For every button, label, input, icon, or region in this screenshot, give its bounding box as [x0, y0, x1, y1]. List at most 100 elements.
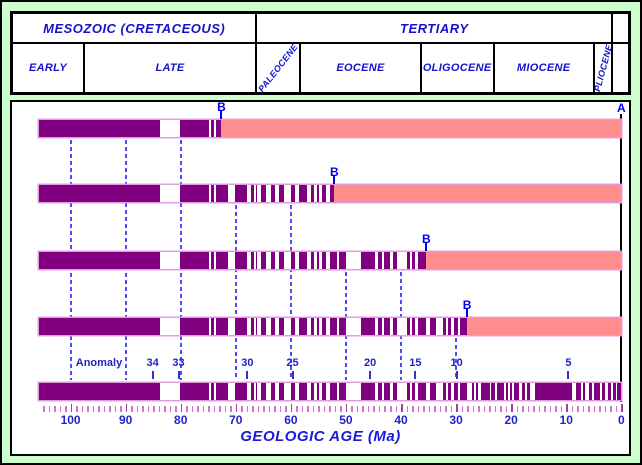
normal-polarity-segment	[255, 383, 258, 400]
axis-tick-98ma	[81, 406, 84, 412]
normal-polarity-segment	[429, 318, 437, 335]
axis-tick-103ma	[54, 406, 56, 412]
axis-tick-14ma	[544, 406, 546, 412]
normal-polarity-segment	[235, 383, 248, 400]
header-cell-miocene: MIOCENE	[493, 43, 594, 93]
header-cell-label: EOCENE	[336, 62, 385, 74]
normal-polarity-segment	[339, 383, 347, 400]
header-cell-label: MIOCENE	[516, 62, 571, 74]
axis-tick-44ma	[378, 406, 381, 412]
normal-polarity-segment	[278, 318, 284, 335]
axis-tick-48ma	[356, 406, 359, 412]
normal-polarity-segment	[298, 252, 308, 269]
anomaly-row-title: Anomaly	[75, 357, 123, 369]
axis-tick-73ma	[219, 406, 221, 412]
axis-tick-16ma	[533, 406, 535, 412]
axis-tick-35ma	[428, 406, 431, 412]
axis-tick-84ma	[158, 406, 161, 412]
normal-polarity-segment	[393, 383, 397, 400]
axis-tick-81ma	[175, 406, 177, 412]
normal-polarity-segment	[329, 318, 337, 335]
normal-polarity-segment	[582, 383, 586, 400]
axis-tick-94ma	[103, 406, 106, 412]
header-cell-label: TERTIARY	[400, 20, 469, 36]
axis-tick-2ma	[610, 406, 612, 412]
axis-tick-97ma	[87, 406, 89, 412]
axis-tick-1ma	[615, 406, 618, 412]
anomaly-tick-20	[369, 371, 372, 379]
normal-polarity-segment	[447, 383, 452, 400]
anomaly-label-25: 25	[286, 357, 299, 369]
axis-tick-56ma	[312, 406, 315, 412]
axis-tick-43ma	[384, 406, 386, 412]
header-cell-blank	[612, 43, 629, 93]
axis-tick-67ma	[252, 406, 254, 412]
axis-tick-68ma	[246, 406, 249, 412]
unrecorded-crust-region	[467, 318, 622, 335]
normal-polarity-segment	[418, 383, 427, 400]
normal-polarity-segment	[311, 185, 314, 202]
anomaly-tick-30	[246, 371, 249, 379]
normal-polarity-segment	[316, 185, 319, 202]
axis-tick-41ma	[395, 406, 397, 412]
header-cell-early: EARLY	[12, 43, 84, 93]
normal-polarity-segment	[412, 252, 416, 269]
axis-tick-39ma	[406, 406, 409, 412]
normal-polarity-segment	[215, 252, 228, 269]
stratigraphic-header-table: MESOZOIC (CRETACEOUS) TERTIARY EARLY LATE PA…	[10, 11, 631, 95]
header-cell-label: LATE	[155, 62, 185, 74]
axis-tick-74ma	[213, 406, 216, 412]
polarity-bar-row-3	[38, 252, 622, 269]
normal-polarity-segment	[339, 318, 347, 335]
normal-polarity-segment	[311, 383, 314, 400]
normal-polarity-segment	[290, 318, 296, 335]
normal-polarity-segment	[215, 120, 222, 137]
axis-tick-52ma	[334, 406, 337, 412]
axis-tick-20ma	[511, 404, 513, 412]
axis-tick-4ma	[599, 406, 601, 412]
normal-polarity-segment	[412, 318, 416, 335]
axis-tick-71ma	[230, 406, 232, 412]
normal-polarity-segment	[316, 318, 319, 335]
normal-polarity-segment	[527, 383, 530, 400]
axis-tick-label-0: 0	[617, 413, 625, 427]
anomaly-tick-15	[414, 371, 417, 379]
normal-polarity-segment	[393, 318, 397, 335]
normal-polarity-segment	[454, 383, 459, 400]
axis-tick-5ma	[593, 406, 596, 412]
axis-tick-70ma	[235, 404, 238, 412]
point-b-tick-row-4	[466, 309, 469, 317]
axis-tick-28ma	[467, 406, 469, 412]
normal-polarity-segment	[481, 383, 490, 400]
normal-polarity-segment	[260, 318, 266, 335]
normal-polarity-segment	[271, 252, 275, 269]
normal-polarity-segment	[321, 383, 326, 400]
normal-polarity-segment	[316, 383, 319, 400]
axis-tick-23ma	[494, 406, 497, 412]
normal-polarity-segment	[255, 185, 258, 202]
axis-tick-82ma	[169, 406, 172, 412]
axis-tick-88ma	[136, 406, 139, 412]
axis-tick-53ma	[329, 406, 331, 412]
point-b-label-row-4: B	[462, 298, 472, 312]
point-b-tick-row-3	[425, 243, 428, 251]
polarity-bar-row-4	[38, 318, 622, 335]
axis-tick-13ma	[549, 406, 552, 412]
ridge-axis-line	[620, 114, 623, 402]
normal-polarity-segment	[298, 185, 308, 202]
normal-polarity-segment	[215, 383, 228, 400]
normal-polarity-segment	[617, 383, 622, 400]
normal-polarity-segment	[255, 318, 258, 335]
axis-tick-8ma	[577, 406, 579, 412]
normal-polarity-segment	[321, 318, 326, 335]
axis-tick-87ma	[142, 406, 144, 412]
axis-tick-45ma	[373, 406, 375, 412]
axis-tick-label-90: 90	[118, 413, 133, 427]
axis-tick-91ma	[120, 406, 122, 412]
axis-tick-18ma	[522, 406, 524, 412]
point-b-tick-row-2	[333, 176, 336, 184]
anomaly-label-10: 10	[450, 357, 463, 369]
axis-tick-58ma	[301, 406, 304, 412]
header-cell-label: PALEOCENE	[256, 42, 301, 94]
axis-tick-85ma	[153, 406, 155, 412]
